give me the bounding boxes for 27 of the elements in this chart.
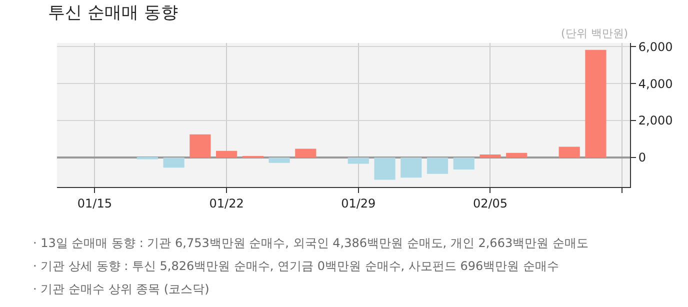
bar: [216, 150, 238, 158]
bar: [400, 157, 422, 178]
y-tick-label: 4,000: [638, 76, 673, 91]
text: · 13일 순매매 동향 : 기관 6,753백만원 순매수, 외국인 4,386백만원 순매도, 개인 2,663백만원 순매도: [33, 236, 588, 250]
bar: [558, 146, 580, 158]
chart-title: 투신 순매매 동향: [48, 3, 178, 24]
bar: [426, 157, 448, 174]
bar: [480, 154, 501, 158]
y-tick-label: 6,000: [638, 40, 673, 54]
bar: [163, 157, 184, 168]
x-tick-label: 01/29: [341, 196, 376, 210]
text: · 기관 상세 동향 : 투신 5,826백만원 순매수, 연기금 0백만원 순매수, 사모펀드 696백만원 순매수: [33, 259, 559, 273]
bar: [295, 148, 316, 158]
bar: [348, 157, 369, 164]
bar: [374, 157, 396, 180]
text: (단위 백만원): [561, 27, 628, 40]
bar: [506, 152, 528, 158]
x-tick-label: 02/05: [472, 196, 508, 210]
x-tick-label: 01/15: [77, 196, 112, 210]
y-tick-label: 2,000: [638, 114, 673, 128]
y-tick-label: 0: [638, 150, 646, 165]
bar: [268, 157, 290, 163]
bar: [585, 50, 606, 158]
bar: [190, 134, 211, 158]
bar: [453, 157, 474, 170]
x-tick-label: 01/22: [209, 196, 244, 210]
text: · 기관 순매수 상위 종목 (코스닥): [33, 282, 210, 296]
